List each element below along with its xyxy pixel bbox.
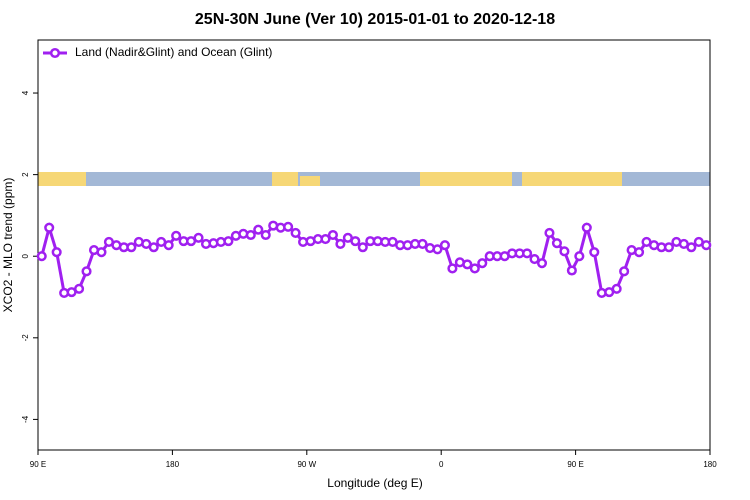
point [417, 238, 428, 250]
point [74, 283, 85, 294]
point [148, 242, 159, 253]
point [327, 229, 338, 241]
point [439, 240, 450, 251]
x-tick-label: 90 E [30, 460, 46, 469]
point [663, 242, 674, 253]
y-tick-label: 4 [21, 90, 30, 95]
y-tick-label: 2 [21, 172, 30, 177]
point [283, 221, 294, 232]
point [163, 240, 174, 251]
point [462, 259, 473, 270]
y-tick-label: 0 [21, 253, 30, 258]
x-tick-label: 180 [703, 460, 717, 469]
point [253, 224, 264, 235]
point [81, 266, 92, 277]
point [335, 238, 346, 250]
y-tick-label: -2 [21, 334, 30, 342]
point [245, 229, 256, 241]
y-tick-label: -4 [21, 415, 30, 423]
land-band [522, 172, 622, 186]
point [357, 242, 368, 253]
point [126, 242, 137, 253]
point [551, 238, 562, 249]
y-axis-label: XCO2 - MLO trend (ppm) [1, 178, 15, 313]
point [566, 265, 577, 276]
point [51, 247, 62, 258]
point [581, 222, 592, 233]
point [477, 258, 488, 269]
point [522, 248, 533, 259]
point [290, 227, 301, 239]
series-line [40, 222, 707, 295]
point [350, 236, 361, 247]
point [619, 266, 630, 277]
x-tick-label: 90 W [297, 460, 316, 469]
point [260, 229, 271, 241]
x-tick-label: 0 [439, 460, 444, 469]
point [193, 232, 204, 243]
point [574, 251, 585, 262]
land-band [420, 172, 512, 186]
point [634, 247, 645, 258]
point [36, 251, 47, 262]
point [611, 283, 622, 294]
land-band [300, 176, 320, 186]
point [701, 240, 712, 251]
legend-marker [49, 47, 61, 59]
point [320, 234, 331, 245]
point [469, 263, 480, 274]
point [96, 247, 107, 258]
point [686, 242, 697, 253]
point [544, 227, 555, 239]
point [589, 247, 600, 258]
x-axis-label: Longitude (deg E) [327, 476, 422, 490]
point [447, 263, 458, 274]
land-band [272, 172, 298, 186]
point [432, 244, 443, 255]
land-band [38, 172, 86, 186]
x-tick-label: 180 [166, 460, 180, 469]
legend-label: Land (Nadir&Glint) and Ocean (Glint) [75, 45, 272, 59]
point [529, 254, 540, 265]
point [536, 258, 548, 269]
point [559, 246, 570, 257]
chart-title: 25N-30N June (Ver 10) 2015-01-01 to 2020… [195, 11, 555, 28]
map-strip [38, 172, 710, 186]
point [44, 222, 55, 233]
point [223, 236, 234, 247]
x-tick-label: 90 E [567, 460, 583, 469]
point [171, 230, 182, 241]
